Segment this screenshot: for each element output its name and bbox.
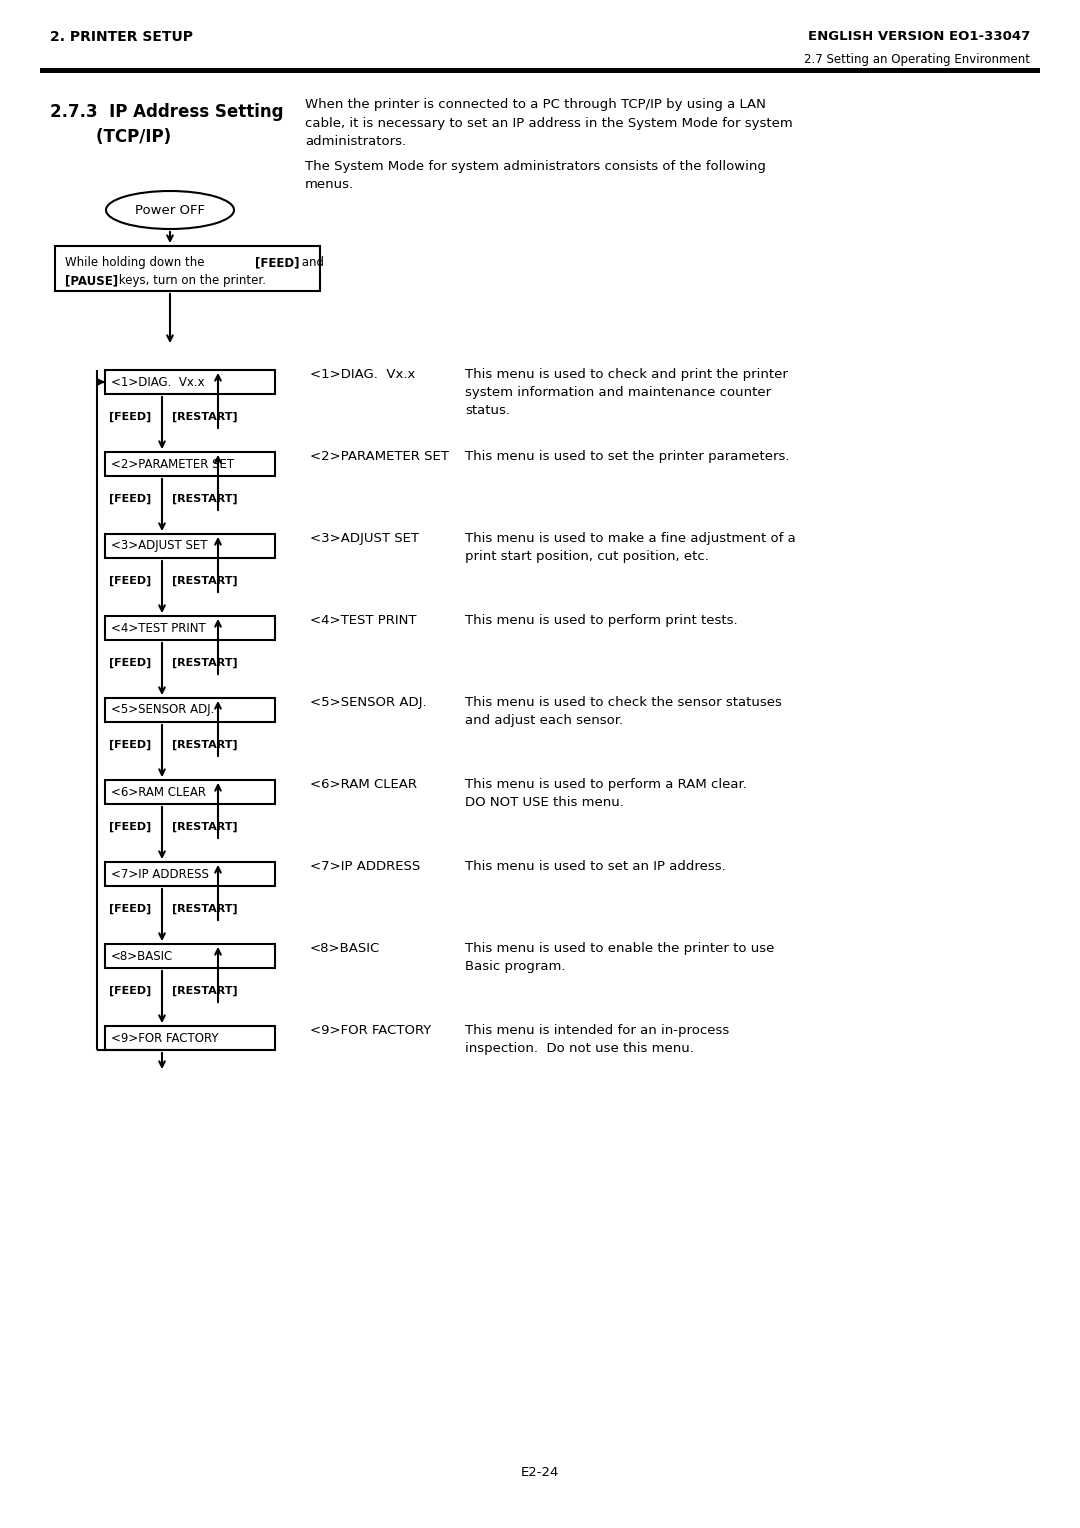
Bar: [40, 69, 1040, 73]
Text: [RESTART]: [RESTART]: [172, 659, 238, 668]
Text: [RESTART]: [RESTART]: [172, 986, 238, 996]
Text: While holding down the: While holding down the: [65, 257, 208, 269]
Text: 2. PRINTER SETUP: 2. PRINTER SETUP: [50, 31, 193, 44]
Text: This menu is used to check the sensor statuses
and adjust each sensor.: This menu is used to check the sensor st…: [465, 695, 782, 727]
Text: <2>PARAMETER SET: <2>PARAMETER SET: [310, 451, 449, 463]
Text: [RESTART]: [RESTART]: [172, 905, 238, 914]
Text: <9>FOR FACTORY: <9>FOR FACTORY: [310, 1024, 431, 1038]
Text: Power OFF: Power OFF: [135, 203, 205, 217]
Text: 2.7 Setting an Operating Environment: 2.7 Setting an Operating Environment: [804, 53, 1030, 66]
Text: <6>RAM CLEAR: <6>RAM CLEAR: [310, 778, 417, 792]
Text: [RESTART]: [RESTART]: [172, 740, 238, 750]
Text: keys, turn on the printer.: keys, turn on the printer.: [114, 274, 266, 287]
Text: (TCP/IP): (TCP/IP): [50, 128, 171, 147]
Bar: [105, 698, 275, 723]
Text: <4>TEST PRINT: <4>TEST PRINT: [310, 614, 417, 626]
Text: <8>BASIC: <8>BASIC: [111, 949, 173, 963]
Text: E2-24: E2-24: [521, 1467, 559, 1479]
Text: [FEED]: [FEED]: [255, 257, 299, 269]
Bar: [105, 779, 275, 804]
Text: This menu is intended for an in-process
inspection.  Do not use this menu.: This menu is intended for an in-process …: [465, 1024, 729, 1054]
Bar: [105, 1025, 275, 1050]
Text: This menu is used to set an IP address.: This menu is used to set an IP address.: [465, 860, 726, 872]
Text: and: and: [298, 257, 324, 269]
Text: <8>BASIC: <8>BASIC: [310, 941, 380, 955]
Text: [RESTART]: [RESTART]: [172, 494, 238, 504]
Text: <2>PARAMETER SET: <2>PARAMETER SET: [111, 457, 234, 471]
Text: <4>TEST PRINT: <4>TEST PRINT: [111, 622, 206, 634]
Text: The System Mode for system administrators consists of the following
menus.: The System Mode for system administrator…: [305, 160, 766, 191]
Text: This menu is used to check and print the printer
system information and maintena: This menu is used to check and print the…: [465, 368, 788, 417]
Text: <7>IP ADDRESS: <7>IP ADDRESS: [310, 860, 420, 872]
Text: <7>IP ADDRESS: <7>IP ADDRESS: [111, 868, 208, 880]
Text: <5>SENSOR ADJ.: <5>SENSOR ADJ.: [111, 703, 214, 717]
Text: [FEED]: [FEED]: [109, 576, 151, 587]
Text: This menu is used to make a fine adjustment of a
print start position, cut posit: This menu is used to make a fine adjustm…: [465, 532, 796, 562]
Text: [FEED]: [FEED]: [109, 659, 151, 668]
Bar: [105, 944, 275, 969]
Text: 2.7.3  IP Address Setting: 2.7.3 IP Address Setting: [50, 102, 283, 121]
Text: This menu is used to set the printer parameters.: This menu is used to set the printer par…: [465, 451, 789, 463]
Text: <5>SENSOR ADJ.: <5>SENSOR ADJ.: [310, 695, 427, 709]
Text: <3>ADJUST SET: <3>ADJUST SET: [310, 532, 419, 545]
Text: [FEED]: [FEED]: [109, 986, 151, 996]
Text: [FEED]: [FEED]: [109, 413, 151, 422]
Text: When the printer is connected to a PC through TCP/IP by using a LAN
cable, it is: When the printer is connected to a PC th…: [305, 98, 793, 148]
Bar: [105, 533, 275, 558]
Bar: [105, 370, 275, 394]
Text: [RESTART]: [RESTART]: [172, 576, 238, 587]
Text: <9>FOR FACTORY: <9>FOR FACTORY: [111, 1031, 218, 1045]
Text: <1>DIAG.  Vx.x: <1>DIAG. Vx.x: [310, 368, 416, 380]
Text: <3>ADJUST SET: <3>ADJUST SET: [111, 539, 207, 553]
Text: [PAUSE]: [PAUSE]: [65, 274, 118, 287]
Text: <6>RAM CLEAR: <6>RAM CLEAR: [111, 785, 206, 799]
Text: [FEED]: [FEED]: [109, 494, 151, 504]
Bar: [55, 246, 320, 290]
Text: ENGLISH VERSION EO1-33047: ENGLISH VERSION EO1-33047: [808, 31, 1030, 43]
Text: This menu is used to perform print tests.: This menu is used to perform print tests…: [465, 614, 738, 626]
Text: [FEED]: [FEED]: [109, 740, 151, 750]
Bar: [105, 616, 275, 640]
Bar: [105, 452, 275, 477]
Bar: [105, 862, 275, 886]
Text: This menu is used to perform a RAM clear.
DO NOT USE this menu.: This menu is used to perform a RAM clear…: [465, 778, 747, 808]
Text: [RESTART]: [RESTART]: [172, 822, 238, 833]
Text: <1>DIAG.  Vx.x: <1>DIAG. Vx.x: [111, 376, 204, 388]
Ellipse shape: [106, 191, 234, 229]
Text: This menu is used to enable the printer to use
Basic program.: This menu is used to enable the printer …: [465, 941, 774, 973]
Text: [FEED]: [FEED]: [109, 822, 151, 833]
Text: [RESTART]: [RESTART]: [172, 413, 238, 422]
Text: [FEED]: [FEED]: [109, 905, 151, 914]
